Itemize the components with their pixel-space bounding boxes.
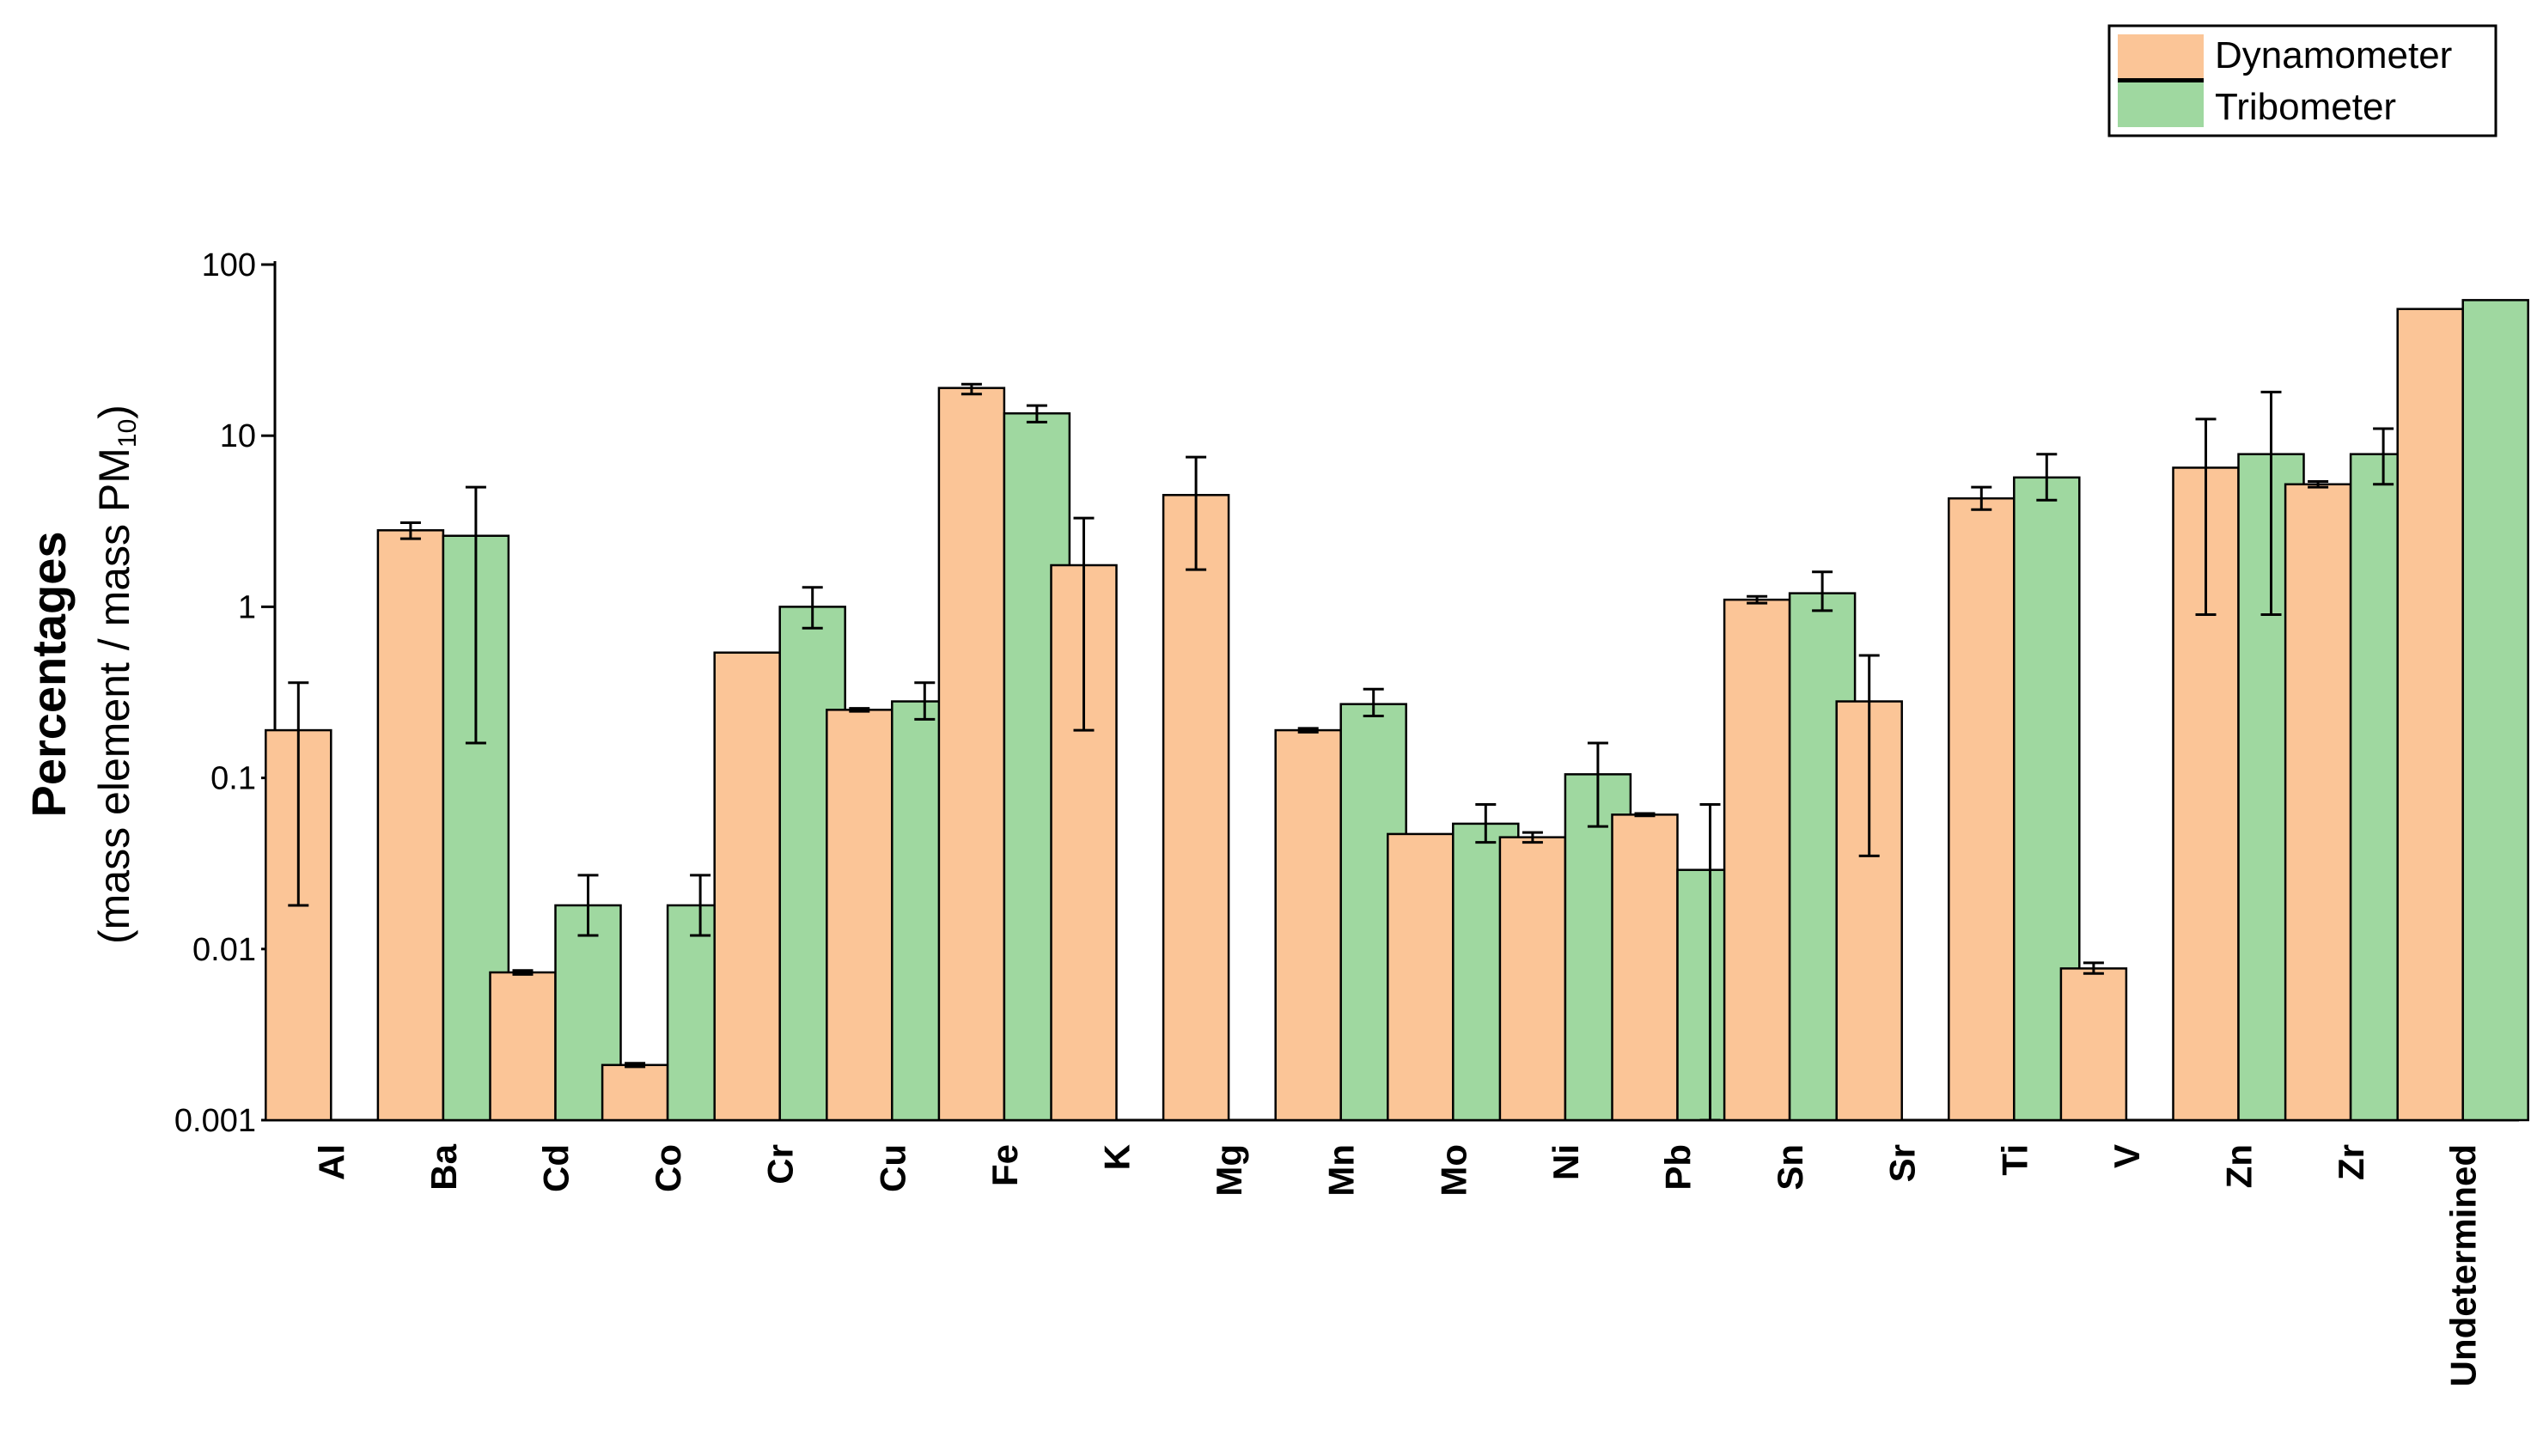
legend: Dynamometer Tribometer bbox=[2107, 24, 2497, 137]
x-tick-labels: Al Ba Cd Co Cr Cu Fe K Mg Mn Mo Ni Pb Sn Sr Ti V Zn Zr Unde… bbox=[311, 1143, 2483, 1386]
bar-dynamometer-ba bbox=[376, 529, 445, 1122]
bar-dynamometer-cu bbox=[826, 709, 893, 1122]
y-axis-title: Percentages (mass element / mass PM10) bbox=[21, 405, 142, 944]
bar-dynamometer-ni bbox=[1498, 836, 1567, 1122]
y-axis-title-main: Percentages bbox=[21, 531, 76, 817]
x-tick-label: Pb bbox=[1658, 1144, 1699, 1191]
legend-label-tribometer: Tribometer bbox=[2215, 86, 2396, 128]
bar-dynamometer-cd bbox=[489, 971, 557, 1122]
bar-dynamometer-co bbox=[601, 1063, 669, 1122]
y-tick-labels: 0.001 0.01 0.1 1 10 100 bbox=[174, 247, 256, 1139]
y-axis-title-subscript: 10 bbox=[113, 419, 142, 448]
x-tick-label: V bbox=[2107, 1144, 2147, 1168]
x-tick-label: Zr bbox=[2331, 1144, 2371, 1180]
bar-dynamometer-mg bbox=[1162, 494, 1230, 1122]
bar-dynamometer-ti bbox=[1948, 497, 2016, 1122]
bar-tribometer-undetermined bbox=[2461, 299, 2529, 1122]
bar-dynamometer-fe bbox=[937, 387, 1006, 1122]
x-tick-label: Fe bbox=[985, 1144, 1025, 1186]
bar-dynamometer-pb bbox=[1611, 813, 1679, 1122]
x-tick-label: Cu bbox=[872, 1144, 912, 1192]
bar-dynamometer-cr bbox=[713, 651, 781, 1122]
x-tick-label: Zn bbox=[2219, 1144, 2260, 1188]
x-tick-label: Cr bbox=[760, 1144, 801, 1185]
y-tick-label: 1 bbox=[238, 589, 256, 625]
y-tick-label: 0.1 bbox=[210, 761, 256, 797]
y-axis-title-sub-suffix: ) bbox=[90, 405, 138, 419]
y-tick-label: 0.001 bbox=[174, 1103, 256, 1139]
x-tick-label: Ba bbox=[424, 1143, 464, 1190]
x-tick-label: Sn bbox=[1770, 1144, 1810, 1191]
legend-label-dynamometer: Dynamometer bbox=[2215, 34, 2452, 76]
bar-dynamometer-undetermined bbox=[2396, 308, 2464, 1122]
y-tick-label: 0.01 bbox=[192, 932, 256, 968]
bars bbox=[265, 299, 2529, 1122]
error-bars bbox=[288, 382, 2394, 1122]
bar-dynamometer-sn bbox=[1723, 598, 1791, 1122]
x-tick-label: Mg bbox=[1209, 1144, 1249, 1197]
x-tick-label: Ni bbox=[1546, 1144, 1586, 1180]
x-tick-label: Mn bbox=[1321, 1144, 1362, 1197]
legend-swatch-tribometer bbox=[2118, 82, 2204, 127]
bar-dynamometer-zr bbox=[2284, 483, 2352, 1122]
y-tick-label: 100 bbox=[202, 247, 256, 283]
x-tick-label: Ti bbox=[1994, 1144, 2034, 1176]
x-tick-label: Undetermined bbox=[2443, 1144, 2484, 1386]
x-tick-label: Sr bbox=[1882, 1144, 1923, 1182]
x-tick-label: Cd bbox=[536, 1144, 576, 1192]
bar-dynamometer-mn bbox=[1274, 728, 1342, 1122]
y-axis-title-sub: (mass element / mass PM10) bbox=[90, 405, 142, 944]
x-tick-label: K bbox=[1097, 1144, 1137, 1170]
x-tick-label: Mo bbox=[1433, 1144, 1473, 1197]
y-axis-title-sub-prefix: (mass element / mass PM bbox=[90, 448, 138, 944]
bar-dynamometer-mo bbox=[1387, 832, 1455, 1122]
x-tick-label: Co bbox=[648, 1144, 688, 1192]
y-tick-label: 10 bbox=[220, 418, 256, 454]
legend-swatch-dynamometer bbox=[2118, 34, 2204, 79]
x-tick-label: Al bbox=[311, 1144, 351, 1180]
bar-dynamometer-v bbox=[2059, 967, 2128, 1122]
